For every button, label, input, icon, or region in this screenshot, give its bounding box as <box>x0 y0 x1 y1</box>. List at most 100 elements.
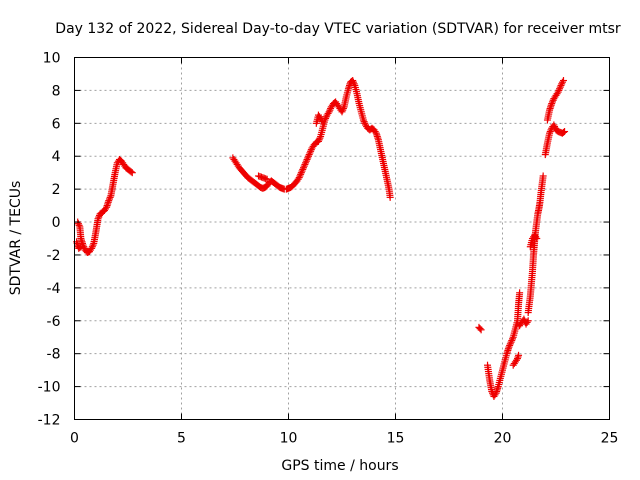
data-point <box>520 315 528 323</box>
x-axis-title: GPS time / hours <box>281 458 398 474</box>
data-point <box>559 77 567 85</box>
data-point <box>508 335 516 343</box>
data-point <box>360 118 368 126</box>
data-point <box>349 78 357 86</box>
data-point <box>339 106 347 114</box>
y-tick-label: 10 <box>43 51 61 67</box>
data-point <box>349 77 357 85</box>
data-point <box>548 100 556 108</box>
data-point <box>300 162 308 170</box>
y-tick-label: -6 <box>47 314 61 330</box>
data-point <box>306 149 314 157</box>
x-tick-label: 25 <box>601 431 619 447</box>
y-tick-label: -2 <box>47 248 61 264</box>
data-point <box>476 325 484 333</box>
axis-ticks <box>74 57 610 420</box>
data-point <box>95 213 103 221</box>
x-tick-labels: 0 5 10 15 20 25 <box>70 431 618 447</box>
y-tick-label: -12 <box>38 413 61 429</box>
data-point <box>319 118 327 126</box>
data-point <box>305 151 313 159</box>
data-point <box>88 243 96 251</box>
data-point <box>325 108 333 116</box>
data-point <box>477 326 485 334</box>
data-point <box>371 128 379 136</box>
data-point <box>105 195 113 203</box>
data-point <box>532 233 540 241</box>
data-point <box>491 391 499 399</box>
data-point <box>506 340 514 348</box>
x-tick-label: 5 <box>177 431 186 447</box>
data-point <box>301 160 309 168</box>
data-point <box>315 136 323 144</box>
data-point <box>316 134 324 142</box>
data-point <box>295 174 303 182</box>
data-point <box>302 157 310 165</box>
data-point <box>539 172 547 180</box>
data-point <box>548 98 556 106</box>
data-point <box>515 351 523 359</box>
data-point <box>105 197 113 205</box>
data-point <box>524 317 532 325</box>
data-point <box>128 169 136 177</box>
data-point <box>106 193 114 201</box>
data-point <box>555 86 563 94</box>
y-tick-label: 2 <box>52 182 61 198</box>
plot-frame <box>74 57 610 420</box>
data-point <box>506 341 514 349</box>
y-tick-label: 6 <box>52 116 61 132</box>
x-tick-label: 10 <box>280 431 298 447</box>
data-point <box>102 205 110 213</box>
data-point <box>557 81 565 89</box>
data-point <box>263 175 271 183</box>
data-point <box>550 121 558 129</box>
data-point <box>554 88 562 96</box>
data-point <box>516 289 524 297</box>
data-point <box>523 318 531 326</box>
data-point <box>546 129 554 137</box>
y-tick-label: -10 <box>38 380 61 396</box>
y-tick-labels: -12 -10 -8 -6 -4 -2 0 2 4 6 8 10 <box>38 51 61 429</box>
data-point <box>339 105 347 113</box>
data-point <box>297 170 305 178</box>
y-tick-label: -8 <box>47 347 61 363</box>
data-point <box>127 168 135 176</box>
data-points <box>73 77 569 400</box>
data-point <box>556 83 564 91</box>
data-point <box>88 244 96 252</box>
data-point <box>558 78 566 86</box>
data-point <box>76 244 84 252</box>
y-tick-label: 4 <box>52 149 61 165</box>
data-point <box>298 167 306 175</box>
data-point <box>296 172 304 180</box>
data-point <box>302 159 310 167</box>
y-tick-label: -4 <box>47 281 61 297</box>
y-tick-label: 8 <box>52 83 61 99</box>
data-point <box>508 337 516 345</box>
data-point <box>533 235 541 242</box>
data-point <box>89 241 97 249</box>
data-point <box>551 123 559 131</box>
data-point <box>74 220 82 228</box>
data-point <box>299 165 307 173</box>
data-point <box>297 169 305 177</box>
data-point <box>326 106 334 114</box>
data-point <box>304 154 312 162</box>
data-point <box>303 156 311 164</box>
data-point <box>299 164 307 172</box>
x-tick-label: 15 <box>387 431 405 447</box>
data-point <box>94 215 102 223</box>
data-point <box>314 137 322 145</box>
data-point <box>318 116 326 124</box>
data-point <box>77 243 85 251</box>
data-point <box>505 343 513 351</box>
chart-title: Day 132 of 2022, Sidereal Day-to-day VTE… <box>55 21 621 37</box>
data-point <box>556 85 564 93</box>
y-axis-title: SDTVAR / TECUs <box>8 181 24 296</box>
data-point <box>338 108 346 116</box>
data-point <box>386 193 394 201</box>
data-point <box>304 152 312 160</box>
data-point <box>512 356 520 364</box>
data-point <box>559 128 567 136</box>
